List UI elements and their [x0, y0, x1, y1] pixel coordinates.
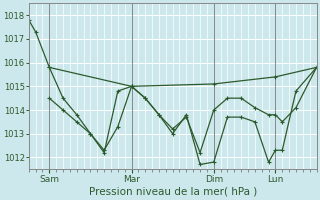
X-axis label: Pression niveau de la mer( hPa ): Pression niveau de la mer( hPa ) [89, 187, 257, 197]
